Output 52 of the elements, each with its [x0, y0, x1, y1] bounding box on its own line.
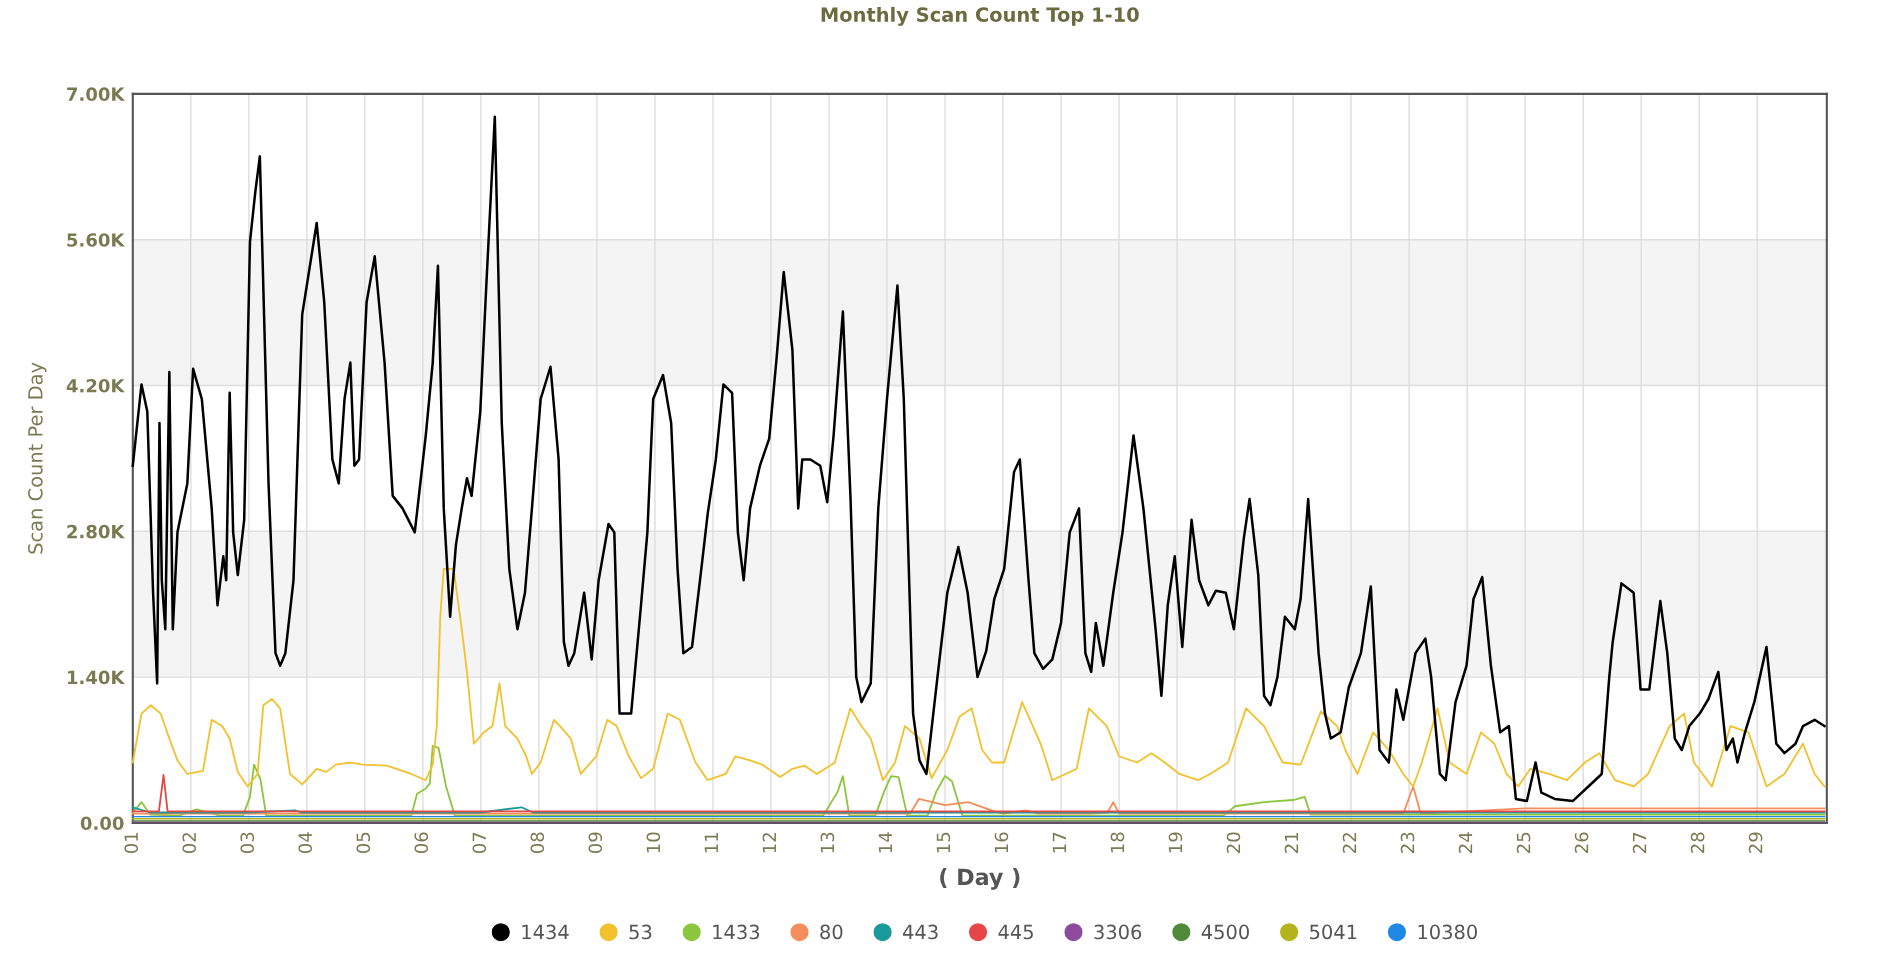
- x-tick-label: 24: [1458, 832, 1473, 853]
- y-tick-label: 7.00K: [67, 87, 126, 101]
- y-tick-label: 1.40K: [67, 670, 126, 685]
- x-tick-label: 03: [240, 832, 255, 854]
- x-tick-label: 19: [1168, 832, 1183, 853]
- legend-label: 443: [902, 924, 938, 940]
- x-tick-label: 09: [588, 832, 603, 854]
- x-tick-label: 11: [704, 832, 718, 853]
- x-tick-label: 12: [762, 833, 776, 853]
- x-tick-label: 29: [1748, 832, 1763, 853]
- legend-label: 80: [820, 924, 843, 940]
- x-tick-label: 20: [1226, 832, 1241, 853]
- legend-label: 4500: [1201, 924, 1249, 940]
- legend-label: 10380: [1418, 924, 1477, 940]
- line-series: [131, 744, 1826, 817]
- chart-title: Monthly Scan Count Top 1-10: [821, 6, 1139, 26]
- y-tick-label: 4.20K: [66, 378, 126, 393]
- x-tick-label: 25: [1516, 832, 1531, 853]
- x-tick-label: 07: [472, 832, 487, 854]
- x-tick-label: 13: [820, 832, 835, 853]
- y-axis-title: Scan Count Per Day: [28, 362, 47, 554]
- x-tick-label: 06: [414, 832, 429, 854]
- x-tick-label: 28: [1690, 832, 1705, 853]
- x-tick-label: 04: [298, 832, 313, 854]
- x-tick-label: 27: [1632, 832, 1647, 853]
- x-tick-label: 15: [936, 832, 951, 853]
- x-tick-label: 22: [1342, 833, 1357, 853]
- x-tick-label: 01: [124, 832, 139, 854]
- y-tick-label: 0.00: [80, 816, 124, 831]
- x-tick-label: 02: [182, 833, 197, 854]
- legend-label: 1433: [713, 924, 760, 940]
- legend-label: 1434: [522, 924, 569, 940]
- legend-label: 3306: [1094, 924, 1142, 940]
- x-tick-label: 05: [356, 832, 371, 854]
- x-tick-label: 08: [530, 832, 545, 854]
- legend-label: 445: [998, 924, 1033, 940]
- x-tick-label: 14: [878, 832, 892, 853]
- y-tick-label: 5.60K: [67, 233, 126, 247]
- legend-label: 5041: [1310, 924, 1357, 940]
- line-series: [131, 115, 1826, 803]
- x-tick-label: 23: [1400, 832, 1415, 853]
- x-tick-label: 10: [646, 832, 661, 853]
- x-tick-label: 16: [994, 832, 1009, 853]
- x-tick-label: 18: [1110, 832, 1125, 853]
- x-tick-label: 26: [1574, 832, 1589, 853]
- legend-label: 53: [629, 924, 652, 940]
- y-tick-label: 2.80K: [67, 524, 126, 539]
- x-tick-label: 17: [1052, 832, 1066, 853]
- line-series: [131, 785, 1826, 815]
- x-tick-label: 21: [1284, 832, 1299, 853]
- x-axis-title: ( Day ): [940, 868, 1020, 890]
- line-series: [131, 567, 1826, 788]
